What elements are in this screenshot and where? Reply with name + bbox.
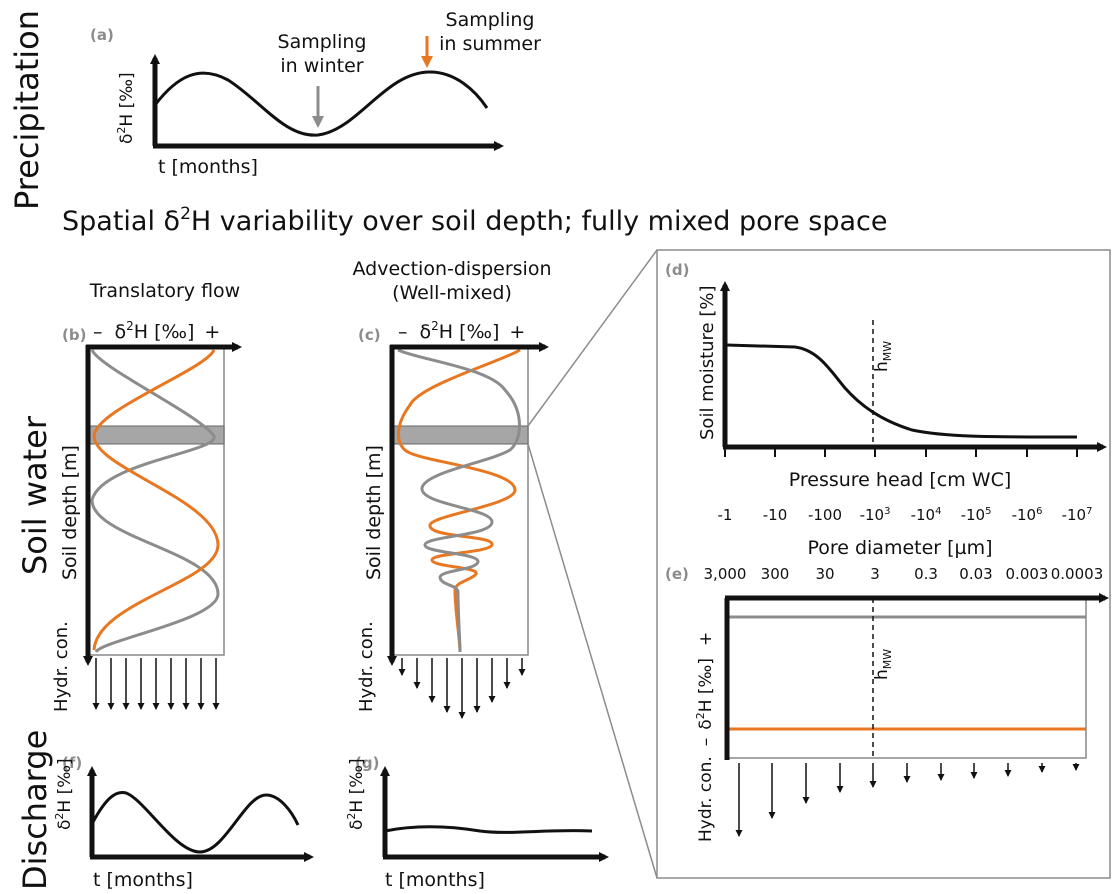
panel-g-discharge-curve: [384, 825, 593, 834]
pressure-tick-label: -105: [961, 506, 992, 524]
panel-b-axis-title: – δ2H [‰] +: [93, 319, 220, 343]
panel-b-hydr-label: Hydr. con.: [51, 621, 72, 712]
pore-tick-label: 300: [761, 565, 790, 583]
panel-d-label: (d): [665, 261, 689, 279]
pressure-tick-label: -106: [1012, 506, 1043, 524]
panel-d: (d) hMW Soil moisture [%] Pressure head …: [665, 261, 1107, 524]
winter-label: Sampling in winter: [278, 31, 367, 77]
panel-a-xlabel: t [months]: [158, 156, 258, 178]
zoom-line-bottom: [527, 443, 658, 879]
panel-d-tick-labels: -1 -10 -100 -103 -104 -105 -106 -107: [718, 506, 1093, 524]
pore-tick-label: 30: [815, 565, 834, 583]
panel-b-ylabel: Soil depth [m]: [59, 445, 81, 580]
pore-tick-label: 3,000: [704, 565, 747, 583]
panel-e-hmw-label: hMW: [872, 649, 894, 680]
panel-g: (g) δ2H [‰] t [months]: [345, 754, 609, 891]
pressure-tick-label: -104: [911, 506, 942, 524]
panel-b-gray-profile: [90, 349, 220, 654]
panel-b-title: Translatory flow: [89, 280, 240, 302]
pressure-tick-label: -107: [1062, 506, 1093, 524]
panel-c-label: (c): [358, 326, 381, 344]
panel-a-ylabel: δ2H [‰]: [115, 72, 137, 144]
panel-c-sample-band: [391, 425, 529, 445]
panel-b-orange-profile: [92, 349, 220, 651]
panel-c-axis-title: – δ2H [‰] +: [398, 319, 525, 343]
pore-tick-label: 3: [870, 565, 880, 583]
pressure-tick-label: -1: [718, 506, 733, 524]
zoom-frame: [656, 249, 1111, 879]
panel-c-ylabel: Soil depth [m]: [363, 445, 385, 580]
pore-tick-label: 0.03: [959, 565, 992, 583]
panel-d-ylabel: Soil moisture [%]: [697, 285, 718, 440]
panel-b: Translatory flow (b) – δ2H [‰] + Soil dept…: [51, 280, 242, 712]
panel-f-label: (f): [62, 754, 82, 772]
panel-c-orange-profile: [397, 348, 521, 653]
panel-a-precip-curve: [153, 70, 489, 137]
panel-b-flux-arrows: [92, 658, 220, 710]
panel-g-xlabel: t [months]: [385, 869, 485, 891]
panel-a-label: (a): [90, 26, 114, 44]
panel-b-label: (b): [62, 326, 86, 344]
panel-d-xlabel: Pressure head [cm WC]: [789, 469, 1012, 491]
panel-e-box: [726, 597, 1087, 759]
panel-d-tick-marks: [724, 447, 1078, 457]
pore-tick-label: 0.3: [914, 565, 938, 583]
panel-e-xlabel: Pore diameter [µm]: [807, 537, 992, 559]
retention-curve: [725, 343, 1078, 439]
panel-a: (a) Sampling in winter Sampling in summer …: [90, 9, 541, 178]
zoom-line-top: [527, 249, 658, 427]
pressure-tick-label: -103: [860, 506, 891, 524]
pressure-tick-label: -100: [808, 506, 842, 524]
row-label-discharge: Discharge: [16, 730, 54, 890]
pressure-tick-label: -10: [763, 506, 788, 524]
panel-c-title: Advection-dispersion (Well-mixed): [353, 258, 552, 304]
panel-e-label: (e): [665, 565, 689, 583]
panel-g-ylabel: δ2H [‰]: [345, 758, 367, 830]
figure-heading: Spatial δ2H variability over soil depth;…: [62, 204, 888, 237]
panel-c-gray-profile: [397, 348, 521, 653]
panel-b-sample-band: [87, 425, 225, 445]
panel-g-label: (g): [355, 754, 379, 772]
row-label-precipitation: Precipitation: [8, 10, 46, 210]
panel-c-flux-arrows: [398, 658, 526, 719]
panel-d-hmw-label: hMW: [872, 341, 894, 372]
panel-e-ylabel: Hydr. con.–δ2H [‰]+: [694, 632, 716, 842]
panel-c: Advection-dispersion (Well-mixed) (c) – δ2…: [353, 258, 552, 719]
panel-c-hydr-label: Hydr. con.: [356, 621, 377, 712]
row-label-soil-water: Soil water: [16, 415, 54, 575]
pore-tick-label: 0.003: [1006, 565, 1049, 583]
panel-f-ylabel: δ2H [‰]: [53, 758, 75, 830]
panel-f-xlabel: t [months]: [93, 869, 193, 891]
panel-e-flux-arrows: [735, 763, 1080, 837]
panel-e: Pore diameter [µm] (e) 3,000 300 30 3 0.…: [665, 537, 1109, 842]
summer-label: Sampling in summer: [439, 9, 541, 55]
panel-f: (f) δ2H [‰] t [months]: [53, 754, 314, 891]
panel-e-tick-labels: 3,000 300 30 3 0.3 0.03 0.003 0.0003: [704, 565, 1104, 583]
pore-tick-label: 0.0003: [1051, 565, 1104, 583]
panel-f-discharge-curve: [91, 790, 300, 854]
